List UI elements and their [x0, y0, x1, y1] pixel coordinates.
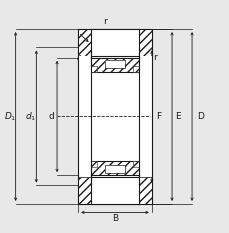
Bar — [78, 178, 151, 204]
Text: d: d — [49, 112, 55, 121]
Text: $D_1$: $D_1$ — [4, 110, 16, 123]
Text: r: r — [102, 17, 106, 26]
Text: $B_3$: $B_3$ — [109, 121, 120, 133]
Bar — [90, 161, 139, 178]
Text: D: D — [196, 112, 203, 121]
Bar — [90, 175, 139, 204]
Bar — [78, 29, 151, 55]
Bar — [105, 60, 124, 68]
Bar — [133, 66, 139, 72]
Text: $d_1$: $d_1$ — [25, 110, 36, 123]
Bar — [90, 55, 139, 72]
Bar — [90, 29, 139, 48]
Bar — [90, 185, 139, 204]
Text: $r_1$: $r_1$ — [76, 52, 85, 64]
Bar — [90, 29, 139, 58]
Text: r: r — [153, 53, 156, 62]
Bar — [105, 60, 124, 68]
Bar — [133, 161, 139, 167]
Text: E: E — [175, 112, 180, 121]
Bar — [90, 66, 96, 72]
Bar — [78, 55, 151, 178]
Text: F: F — [155, 112, 161, 121]
Bar — [105, 165, 124, 173]
Bar — [90, 161, 96, 167]
Bar — [105, 165, 124, 173]
Bar — [90, 161, 139, 178]
Text: B: B — [112, 214, 117, 223]
Bar — [78, 29, 151, 204]
Bar — [90, 55, 139, 72]
